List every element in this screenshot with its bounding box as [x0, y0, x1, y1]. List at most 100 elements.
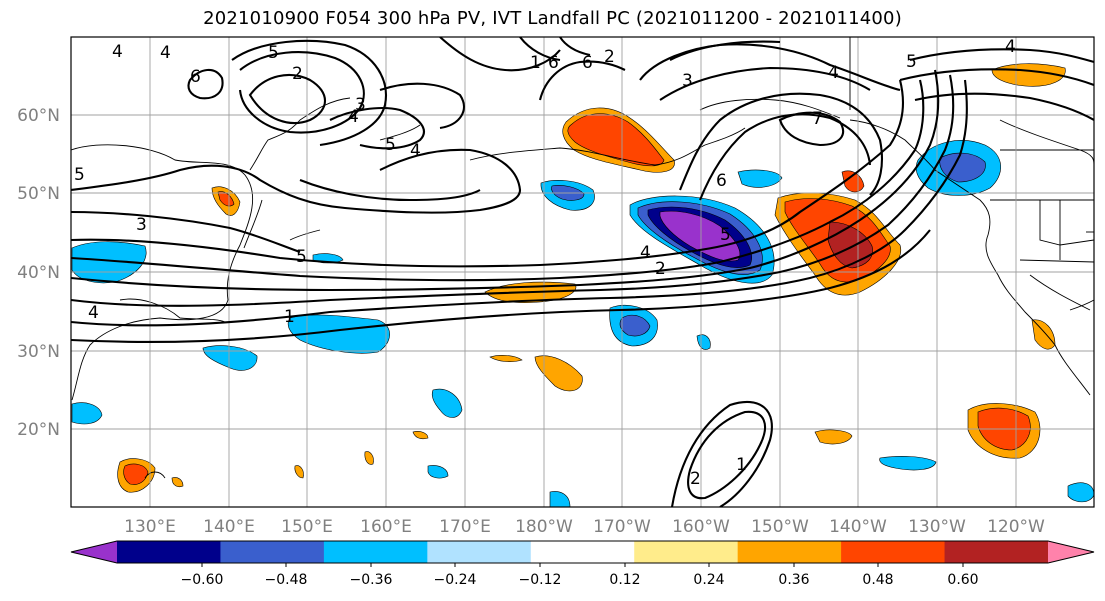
contour-label: 6	[190, 67, 201, 87]
contour-label: 1	[284, 307, 295, 327]
pv-contour-line	[670, 400, 773, 507]
positive-anomaly-blob	[412, 431, 429, 440]
positive-anomaly-blob	[217, 191, 235, 207]
pv-contour-line	[778, 111, 845, 147]
contour-label: 4	[88, 303, 99, 323]
contour-label: 3	[682, 71, 693, 91]
lon-label: 180°W	[515, 517, 573, 537]
negative-anomaly-blob	[619, 314, 651, 337]
positive-anomaly-blob	[841, 170, 865, 193]
map-frame	[70, 36, 1095, 508]
colorbar: −0.60 −0.48 −0.36 −0.24 −0.12 0.12 0.24 …	[70, 540, 1095, 588]
contour-label: 1	[530, 53, 541, 73]
colorbar-tick-label: −0.24	[434, 572, 477, 588]
colorbar-ticks: −0.60 −0.48 −0.36 −0.24 −0.12 0.12 0.24 …	[181, 563, 979, 588]
latitude-labels: 60°N 50°N 40°N 30°N 20°N	[17, 106, 60, 440]
contour-label: 4	[828, 63, 839, 83]
contour-label: 6	[716, 171, 727, 191]
positive-anomaly-blob	[534, 355, 583, 392]
contour-label: 4	[160, 43, 171, 63]
contour-label: 2	[292, 64, 303, 84]
negative-anomaly-blob	[71, 402, 103, 425]
negative-anomaly-blob	[737, 169, 783, 188]
lat-label: 20°N	[17, 420, 60, 440]
contour-labels: 4 4 6 2 3 4 5 4 5 1 6 6 2 4 5 3 4 5 5 3 …	[74, 37, 1016, 489]
colorbar-cells	[70, 540, 1095, 564]
lon-label: 150°W	[751, 517, 809, 537]
contour-label: 5	[720, 225, 731, 245]
pv-contour-line	[538, 60, 626, 101]
pv-contour-line	[71, 79, 925, 282]
pv-contours	[71, 37, 1094, 507]
contour-label: 5	[385, 135, 396, 155]
coastlines	[71, 37, 1094, 479]
lon-label: 170°E	[439, 517, 491, 537]
positive-anomaly-blob	[567, 113, 665, 167]
pv-contour-line	[71, 79, 968, 327]
pv-contour-line	[71, 69, 940, 292]
colorbar-cell	[530, 541, 635, 563]
positive-anomaly-blob	[814, 429, 853, 445]
negative-anomaly-blob	[1067, 482, 1094, 503]
contour-label: 5	[268, 43, 279, 63]
colorbar-tick-label: 0.12	[609, 572, 640, 588]
pv-contour-line	[679, 92, 884, 196]
ivt-shading	[71, 63, 1094, 507]
negative-anomaly-blob	[659, 210, 741, 262]
pv-contour-line	[659, 66, 871, 101]
contour-label: 1	[736, 455, 747, 475]
colorbar-tick-label: 0.36	[778, 572, 809, 588]
colorbar-cell	[737, 541, 842, 563]
pv-contour-line	[914, 92, 1094, 121]
colorbar-cell	[944, 541, 1049, 563]
colorbar-cell	[634, 541, 739, 563]
colorbar-tick-label: −0.12	[519, 572, 562, 588]
positive-anomaly-blob	[364, 451, 374, 465]
pv-contour-line	[639, 43, 901, 92]
pv-contour-line	[187, 68, 224, 100]
gridlines	[71, 37, 1094, 507]
positive-anomaly-blob	[294, 465, 304, 479]
positive-anomaly-blob	[489, 355, 523, 362]
lon-label: 120°W	[987, 517, 1045, 537]
contour-label: 2	[690, 469, 701, 489]
contour-label: 5	[296, 247, 307, 267]
lon-label: 170°W	[593, 517, 651, 537]
negative-anomaly-blob	[549, 491, 571, 507]
pv-contour-line	[669, 40, 781, 61]
colorbar-tick-label: −0.60	[181, 572, 224, 588]
lat-label: 60°N	[17, 106, 60, 126]
colorbar-cell	[220, 541, 325, 563]
colorbar-cell	[117, 541, 221, 563]
pv-contour-line	[899, 68, 1094, 86]
negative-anomaly-blob	[939, 152, 986, 183]
negative-anomaly-blob	[431, 388, 463, 418]
colorbar-tick-label: 0.24	[693, 572, 724, 588]
pv-contour-line	[329, 107, 425, 150]
pv-contour-line	[71, 79, 905, 268]
contour-label: 7	[812, 109, 823, 129]
contour-label: 3	[136, 215, 147, 235]
pv-contour-line	[71, 148, 522, 214]
lon-label: 130°W	[908, 517, 966, 537]
negative-anomaly-blob	[427, 465, 449, 479]
lon-label: 150°E	[281, 517, 333, 537]
lon-label: 140°W	[829, 517, 887, 537]
contour-label: 6	[582, 53, 593, 73]
pv-contour-line	[71, 210, 301, 253]
colorbar-outline	[70, 540, 1095, 564]
contour-label: 6	[548, 53, 559, 73]
pv-contour-line	[379, 82, 465, 130]
contour-label: 3	[355, 95, 366, 115]
positive-anomaly-blob	[123, 463, 149, 485]
colorbar-tick-label: −0.36	[350, 572, 393, 588]
pv-contour-line	[439, 37, 561, 72]
colorbar-cell	[427, 541, 532, 563]
colorbar-extend-min	[71, 541, 117, 563]
contour-label: 4	[1005, 37, 1016, 57]
lat-label: 50°N	[17, 184, 60, 204]
negative-anomaly-blob	[879, 456, 937, 471]
contour-label: 4	[112, 42, 123, 62]
contour-label: 5	[74, 165, 85, 185]
